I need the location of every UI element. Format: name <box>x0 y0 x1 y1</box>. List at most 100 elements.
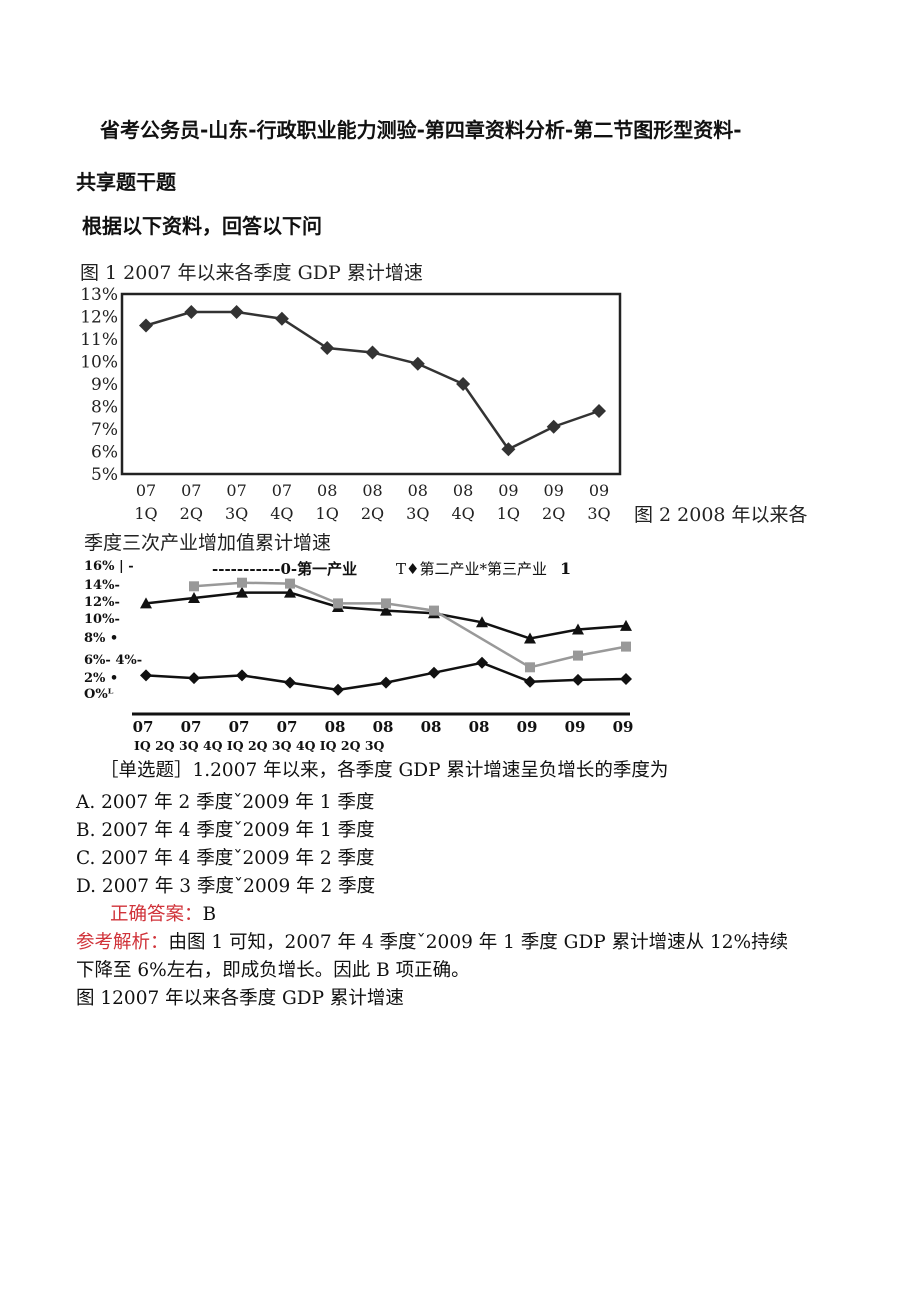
data-point <box>620 673 632 685</box>
data-point <box>284 586 296 598</box>
y-tick-label: 9% <box>91 375 118 395</box>
data-point <box>184 305 199 319</box>
x-tick-label-year: 09 <box>589 481 609 500</box>
x-tick-label-year: 08 <box>469 718 490 736</box>
answer-label: 正确答案： <box>110 904 203 925</box>
y-tick-label: 2% • <box>84 671 118 686</box>
x-tick-label-quarter: 4Q <box>451 504 474 523</box>
x-tick-label-quarter: 4Q <box>270 504 293 523</box>
data-point <box>274 311 289 326</box>
data-point <box>189 581 199 592</box>
x-tick-label-quarter: 1Q <box>497 504 520 523</box>
y-tick-label: 8% • <box>84 631 118 646</box>
data-point <box>592 404 606 418</box>
y-tick-label: 5% <box>91 465 118 485</box>
data-point <box>572 673 584 686</box>
option-c[interactable]: C. 2007 年 4 季度ˇ2009 年 2 季度 <box>76 848 375 869</box>
option-d[interactable]: D. 2007 年 3 季度ˇ2009 年 2 季度 <box>76 876 376 897</box>
x-tick-label-year: 08 <box>373 718 394 736</box>
y-tick-label: 14%- <box>84 578 120 593</box>
data-point <box>332 683 344 696</box>
footer-caption: 图 12007 年以来各季度 GDP 累计增速 <box>76 988 404 1009</box>
data-point <box>237 577 247 588</box>
data-point <box>365 345 380 360</box>
plot-frame <box>120 292 622 476</box>
data-point <box>188 672 200 685</box>
data-point <box>573 650 583 661</box>
analysis-text: 由图 1 可知，2007 年 4 季度ˇ2009 年 1 季度 GDP 累计增速… <box>168 932 789 953</box>
x-tick-label-year: 07 <box>136 481 156 500</box>
data-point <box>476 616 488 628</box>
y-tick-label: 10% <box>80 353 118 373</box>
option-a[interactable]: A. 2007 年 2 季度ˇ2009 年 1 季度 <box>76 792 375 813</box>
series-line <box>145 310 600 451</box>
x-tick-label-year: 07 <box>133 718 154 736</box>
y-tick-label: 13% <box>80 285 118 305</box>
analysis-line1: 参考解析：由图 1 可知，2007 年 4 季度ˇ2009 年 1 季度 GDP… <box>76 928 788 954</box>
x-tick-label-year: 09 <box>498 481 518 500</box>
figure1-caption: 图 1 2007 年以来各季度 GDP 累计增速 <box>80 262 423 284</box>
data-point <box>140 669 152 682</box>
x-tick-label-quarters: IQ 2Q 3Q 4Q IQ 2Q 3Q 4Q IQ 2Q 3Q <box>134 738 385 753</box>
y-tick-label: 12%- <box>84 595 120 610</box>
question-stem: ［单选题］1.2007 年以来，各季度 GDP 累计增速呈负增长的季度为 <box>100 760 669 781</box>
x-tick-label-quarter: 3Q <box>406 504 429 523</box>
data-point <box>285 578 295 589</box>
x-tick-label-year: 07 <box>277 718 298 736</box>
data-point <box>572 623 584 635</box>
x-tick-label-year: 07 <box>181 718 202 736</box>
data-point <box>333 598 343 609</box>
x-tick-label-year: 09 <box>517 718 538 736</box>
x-tick-label-quarter: 2Q <box>361 504 384 523</box>
x-tick-label-quarter: 1Q <box>134 504 157 523</box>
x-tick-label-year: 07 <box>272 481 292 500</box>
figure2-caption-tail: 图 2 2008 年以来各 <box>634 504 808 526</box>
data-point <box>380 604 392 616</box>
data-point <box>188 592 200 603</box>
x-tick-label-year: 08 <box>362 481 382 500</box>
data-point <box>428 666 440 679</box>
legend-secondary-tertiary: T♦第二产业*第三产业 <box>396 560 547 578</box>
x-tick-label-year: 08 <box>317 481 337 500</box>
analysis-line2: 下降至 6%左右，即成负增长。因此 B 项正确。 <box>76 960 470 981</box>
data-point <box>501 442 516 457</box>
y-tick-label: 16% | - <box>84 559 134 574</box>
figure2-caption-line2: 季度三次产业增加值累计增速 <box>84 532 332 554</box>
x-tick-label-year: 09 <box>565 718 586 736</box>
data-point <box>381 598 391 609</box>
figure1-chart: 13% 12%11% 10%9% 8%7% 6%5% 07 1Q 07 2Q 07 3Q 07 4Q 08… <box>80 285 622 523</box>
section-heading: 共享题干题 <box>76 170 176 194</box>
series-line <box>193 581 627 669</box>
data-point <box>380 676 392 689</box>
data-point <box>139 318 153 333</box>
data-point <box>140 597 152 609</box>
analysis-label: 参考解析： <box>76 932 169 953</box>
y-tick-label: 6%- 4%- <box>84 653 142 668</box>
y-tick-label: 12% <box>80 308 118 328</box>
data-point <box>524 632 536 644</box>
x-tick-label-year: 08 <box>408 481 428 500</box>
x-tick-label-year: 08 <box>453 481 473 500</box>
y-tick-label: 8% <box>91 398 118 418</box>
y-tick-label: 10%- <box>84 612 120 627</box>
data-point <box>429 605 439 616</box>
y-tick-label: 11% <box>80 330 118 350</box>
x-tick-label-year: 09 <box>613 718 634 736</box>
data-point <box>236 669 248 682</box>
x-tick-label-quarter: 1Q <box>316 504 339 523</box>
y-tick-label: 6% <box>91 443 118 463</box>
legend-primary: -----------0-第一产业 <box>212 560 357 578</box>
option-b[interactable]: B. 2007 年 4 季度ˇ2009 年 1 季度 <box>76 820 375 841</box>
data-point <box>546 419 561 434</box>
legend-end-mark: 1 <box>560 559 571 578</box>
x-tick-label-year: 07 <box>226 481 246 500</box>
data-point <box>410 356 425 371</box>
x-tick-label-quarter: 3Q <box>225 504 248 523</box>
data-point <box>476 656 488 669</box>
prompt-heading: 根据以下资料，回答以下问 <box>82 214 322 238</box>
y-tick-label: 7% <box>91 420 118 440</box>
x-tick-label-quarter: 2Q <box>542 504 565 523</box>
data-point <box>621 641 631 652</box>
x-tick-label-year: 08 <box>421 718 442 736</box>
data-point <box>456 377 471 391</box>
